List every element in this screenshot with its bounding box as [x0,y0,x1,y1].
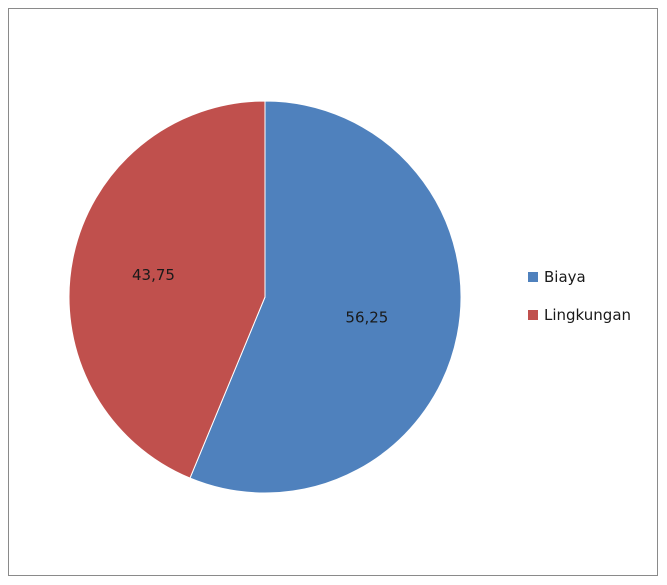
pie-slices [68,100,462,494]
legend-swatch-biaya [528,272,538,282]
legend: Biaya Lingkungan [528,265,631,341]
legend-item-lingkungan: Lingkungan [528,303,631,327]
legend-label-lingkungan: Lingkungan [544,306,632,324]
legend-item-biaya: Biaya [528,265,631,289]
data-label-lingkungan: 43,75 [132,266,175,284]
pie-data-labels: 56,25 43,75 [132,266,388,326]
pie-slice-biaya [189,100,462,494]
data-label-biaya: 56,25 [345,308,388,326]
pie-slice-lingkungan [68,100,266,479]
legend-label-biaya: Biaya [544,268,586,286]
legend-swatch-lingkungan [528,310,538,320]
